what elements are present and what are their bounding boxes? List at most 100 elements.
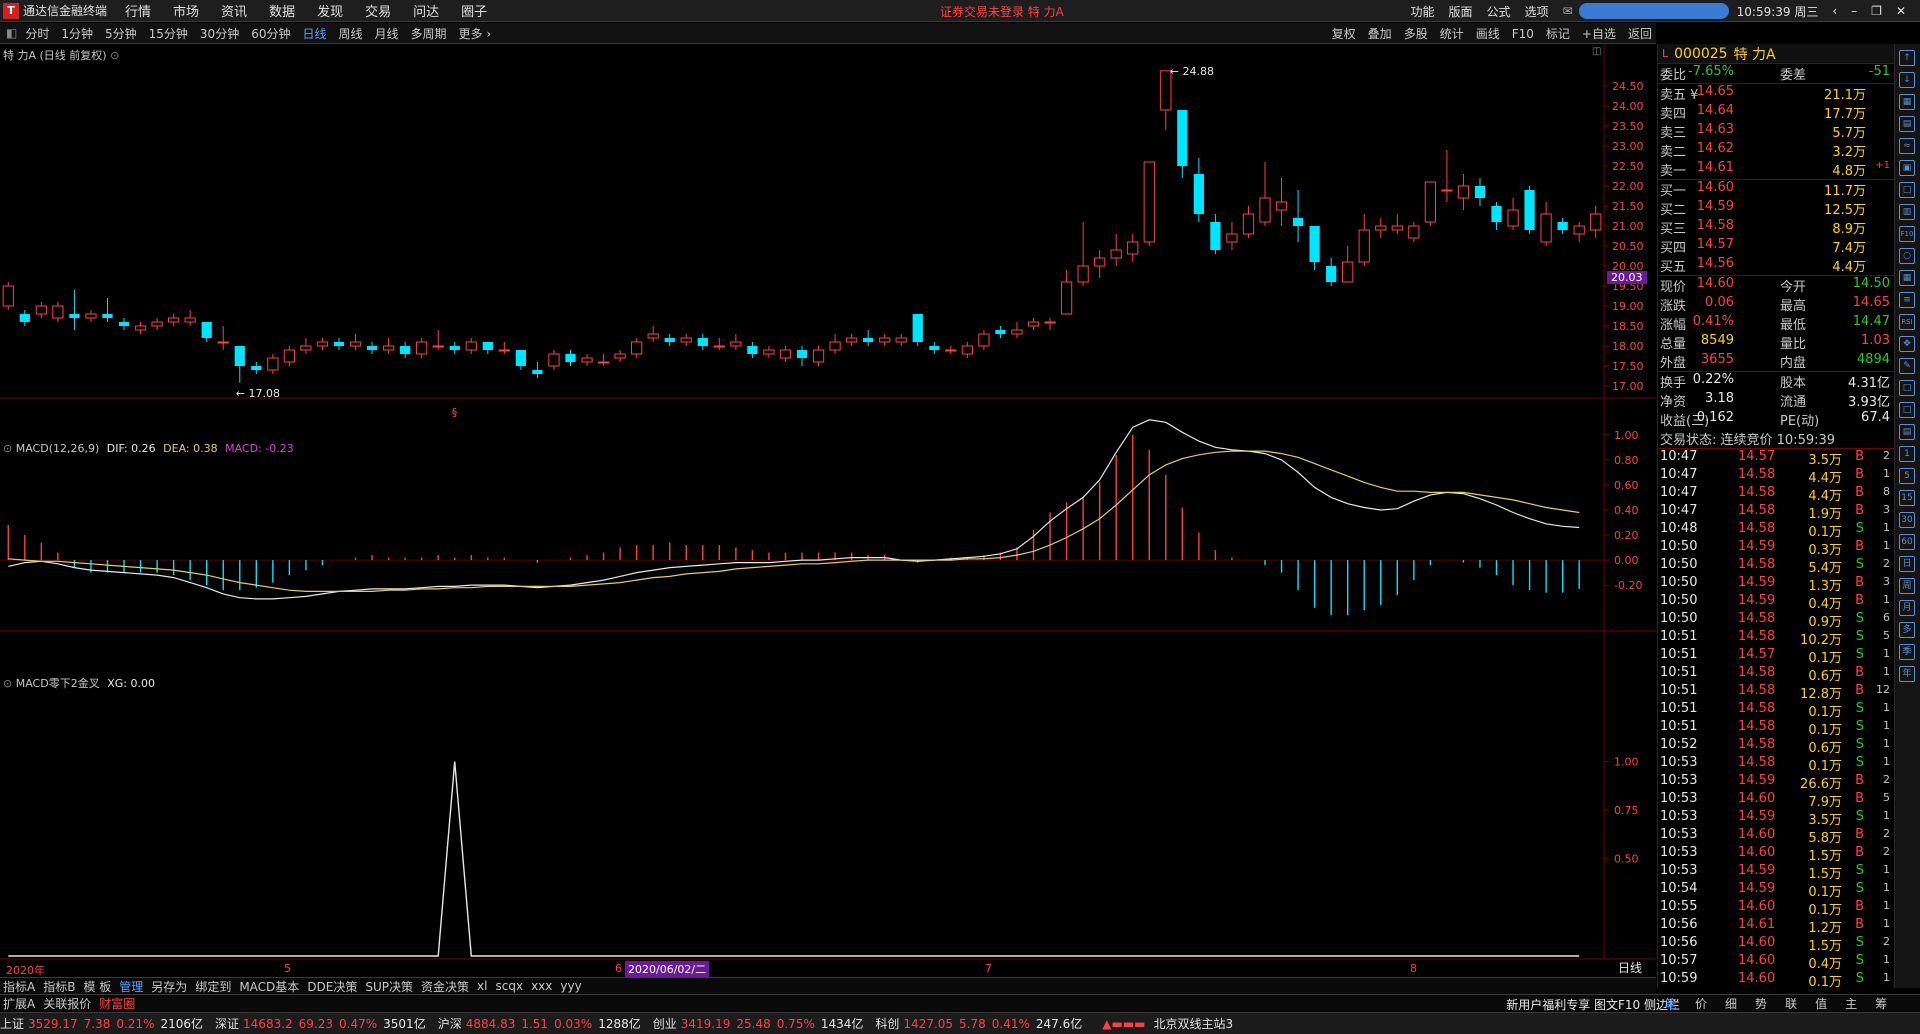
menu-gongneng[interactable]: 功能 bbox=[1410, 4, 1435, 19]
ask-row[interactable]: 卖二 14.62 3.2万 bbox=[1658, 141, 1894, 160]
period-15min[interactable]: 15分钟 bbox=[148, 26, 188, 41]
menu-banmian[interactable]: 版面 bbox=[1448, 4, 1473, 19]
tab-caifuquan[interactable]: 财富圈 bbox=[99, 996, 136, 1011]
tick-list[interactable]: 10:47 14.57 3.5万 B 2 10:47 14.58 4.4万 B 1 10:47 14.… bbox=[1658, 449, 1894, 990]
menu-jiaoyi[interactable]: 交易 bbox=[365, 5, 392, 20]
index-ticker[interactable]: 深证 14683.2 69.23 0.47% 3501亿 bbox=[215, 1015, 426, 1032]
cross-settings-icon[interactable]: ⊙ bbox=[3, 677, 13, 690]
quote-tab[interactable]: 联 bbox=[1785, 996, 1798, 1011]
indicator-tab[interactable]: 管理 bbox=[119, 979, 144, 994]
indicator-tab[interactable]: DDE决策 bbox=[307, 979, 358, 994]
side-tool-icon[interactable]: 60 bbox=[1899, 534, 1915, 550]
side-tool-icon[interactable]: 月 bbox=[1899, 600, 1915, 616]
menu-gongshi[interactable]: 公式 bbox=[1486, 4, 1511, 19]
menu-faxian[interactable]: 发现 bbox=[317, 5, 344, 20]
period-1min[interactable]: 1分钟 bbox=[61, 26, 93, 41]
side-tool-icon[interactable]: ✎ bbox=[1899, 358, 1915, 374]
side-tool-icon[interactable]: ↓ bbox=[1899, 72, 1915, 88]
tool-biaoji[interactable]: 标记 bbox=[1545, 27, 1570, 41]
side-tool-icon[interactable]: □ bbox=[1899, 182, 1915, 198]
side-tool-icon[interactable]: 15 bbox=[1899, 490, 1915, 506]
side-tool-icon[interactable]: F10 bbox=[1899, 226, 1915, 242]
bid-row[interactable]: 买一 14.60 11.7万 bbox=[1658, 180, 1894, 199]
side-tool-icon[interactable]: ✥ bbox=[1899, 336, 1915, 352]
indicator-tab[interactable]: xxx bbox=[531, 979, 553, 993]
tab-guanlian[interactable]: 关联报价 bbox=[43, 996, 92, 1011]
side-tool-icon[interactable]: ○ bbox=[1899, 248, 1915, 264]
tool-add-watchlist[interactable]: +自选 bbox=[1581, 27, 1616, 41]
period-multi[interactable]: 多周期 bbox=[410, 26, 447, 41]
quote-tab[interactable]: 势 bbox=[1755, 996, 1768, 1011]
side-tool-icon[interactable]: 1 bbox=[1899, 446, 1915, 462]
indicator-tab[interactable]: SUP决策 bbox=[365, 979, 414, 994]
indicator-tab[interactable]: 指标B bbox=[43, 979, 76, 994]
minimize-icon[interactable]: – bbox=[1851, 4, 1858, 18]
tool-back[interactable]: 返回 bbox=[1627, 27, 1652, 41]
side-tool-icon[interactable]: □ bbox=[1899, 402, 1915, 418]
tool-huaxian[interactable]: 画线 bbox=[1475, 27, 1500, 41]
back-icon[interactable]: ‹ bbox=[1832, 4, 1838, 18]
search-input[interactable] bbox=[1578, 3, 1729, 19]
login-warning[interactable]: 证券交易未登录 特 力A bbox=[940, 5, 1064, 19]
menu-shichang[interactable]: 市场 bbox=[173, 5, 200, 20]
ask-row[interactable]: 卖五 ¥14.65 21.1万 bbox=[1658, 84, 1894, 103]
quote-tab[interactable]: 细 bbox=[1725, 996, 1738, 1011]
menu-wenda[interactable]: 问达 bbox=[413, 5, 440, 20]
tool-f10[interactable]: F10 bbox=[1511, 26, 1534, 41]
ask-row[interactable]: 卖一 14.61 4.8万 +1 bbox=[1658, 160, 1894, 179]
index-ticker[interactable]: 创业 3419.19 25.48 0.75% 1434亿 bbox=[653, 1015, 864, 1032]
indicator-tab[interactable]: 指标A bbox=[3, 979, 36, 994]
side-tool-icon[interactable]: 季 bbox=[1899, 644, 1915, 660]
quote-tab[interactable]: 值 bbox=[1815, 996, 1828, 1011]
close-icon[interactable]: ✕ bbox=[1895, 4, 1906, 18]
menu-hangqing[interactable]: 行情 bbox=[125, 5, 152, 20]
indicator-tab[interactable]: yyy bbox=[560, 979, 582, 993]
bid-row[interactable]: 买三 14.58 8.9万 bbox=[1658, 218, 1894, 237]
quote-tab[interactable]: 主 bbox=[1845, 996, 1858, 1011]
maximize-icon[interactable]: ❐ bbox=[1871, 4, 1882, 18]
quote-tab[interactable]: 笔 bbox=[1665, 996, 1678, 1011]
chart-svg[interactable]: 24.50 24.00 23.50 23.00 22.50 22.00 21.50 21.00… bbox=[0, 44, 1656, 988]
indicator-tab[interactable]: MACD基本 bbox=[239, 979, 300, 994]
ask-row[interactable]: 卖三 14.63 5.7万 bbox=[1658, 122, 1894, 141]
side-tool-icon[interactable]: 年 bbox=[1899, 666, 1915, 682]
bid-row[interactable]: 买四 14.57 7.4万 bbox=[1658, 237, 1894, 256]
menu-zixun[interactable]: 资讯 bbox=[221, 5, 248, 20]
ask-row[interactable]: 卖四 14.64 17.7万 bbox=[1658, 103, 1894, 122]
indicator-tab[interactable]: 模 板 bbox=[83, 979, 112, 994]
period-more[interactable]: 更多 › bbox=[458, 26, 492, 41]
period-60min[interactable]: 60分钟 bbox=[251, 26, 291, 41]
side-tool-icon[interactable]: ▣ bbox=[1899, 160, 1915, 176]
quote-tab[interactable]: 筹 bbox=[1875, 996, 1888, 1011]
indicator-tab[interactable]: 另存为 bbox=[151, 979, 188, 994]
menu-xuanxiang[interactable]: 选项 bbox=[1524, 4, 1549, 19]
side-tool-icon[interactable]: ▤ bbox=[1899, 424, 1915, 440]
indicator-tab[interactable]: 资金决策 bbox=[421, 979, 470, 994]
index-ticker[interactable]: 上证 3529.17 7.38 0.21% 2106亿 bbox=[0, 1015, 203, 1032]
side-tool-icon[interactable]: ▥ bbox=[1899, 204, 1915, 220]
side-tool-icon[interactable]: 周 bbox=[1899, 578, 1915, 594]
index-ticker[interactable]: 沪深 4884.83 1.51 0.03% 1288亿 bbox=[438, 1015, 641, 1032]
period-day[interactable]: 日线 bbox=[302, 26, 327, 41]
settings-circle-icon[interactable]: ⊙ bbox=[110, 49, 120, 62]
chart-area[interactable]: 特 力A (日线 前复权) ⊙ ◫ ⊙ MACD(12,26,9) DIF: 0… bbox=[0, 44, 1656, 988]
side-tool-icon[interactable]: RSI bbox=[1899, 314, 1915, 330]
indicator-tab[interactable]: scqx bbox=[495, 979, 524, 993]
index-ticker[interactable]: 科创 1427.05 5.78 0.41% 247.6亿 bbox=[875, 1015, 1082, 1032]
tool-fuquan[interactable]: 复权 bbox=[1331, 27, 1356, 41]
side-tool-icon[interactable]: 30 bbox=[1899, 512, 1915, 528]
period-30min[interactable]: 30分钟 bbox=[199, 26, 240, 41]
panel-toggle-icon[interactable]: ◧ bbox=[6, 26, 18, 40]
side-tool-icon[interactable]: 5 bbox=[1899, 468, 1915, 484]
side-tool-icon[interactable]: ↑ bbox=[1899, 50, 1915, 66]
period-month[interactable]: 月线 bbox=[374, 26, 399, 41]
side-tool-icon[interactable]: ≈ bbox=[1899, 138, 1915, 154]
macd-settings-icon[interactable]: ⊙ bbox=[3, 442, 13, 455]
mail-icon[interactable]: ✉ bbox=[1562, 4, 1573, 18]
panel-expand-icon[interactable]: ◫ bbox=[1592, 46, 1602, 57]
tool-tongji[interactable]: 统计 bbox=[1439, 27, 1464, 41]
side-tool-icon[interactable]: ▦ bbox=[1899, 270, 1915, 286]
side-tool-icon[interactable]: ▤ bbox=[1899, 116, 1915, 132]
period-5min[interactable]: 5分钟 bbox=[105, 26, 137, 41]
bid-row[interactable]: 买五 14.56 4.4万 bbox=[1658, 256, 1894, 275]
